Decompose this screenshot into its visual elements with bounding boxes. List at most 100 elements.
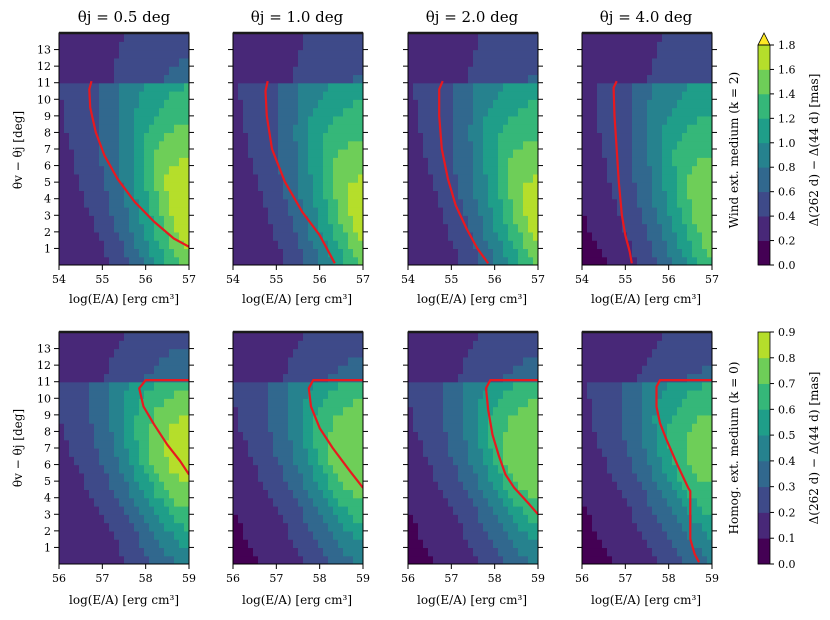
colorbar-segment <box>758 167 770 193</box>
colorbar-segment <box>758 409 770 436</box>
y-tick-label: 2 <box>44 226 51 239</box>
x-tick-label: 59 <box>705 572 719 585</box>
x-tick-label: 58 <box>313 572 327 585</box>
colorbar-tick-label: 1.8 <box>778 39 796 52</box>
colorbar-top: 0.0 0.2 0.4 0.6 0.8 1.0 1.2 1.4 1.6 1.8 <box>757 32 796 272</box>
contour-line <box>88 80 189 248</box>
heatmap-cells <box>59 332 189 564</box>
contour-line <box>438 80 490 264</box>
y-tick-label: 5 <box>44 475 51 488</box>
colorbar-tick-label: 0.1 <box>778 532 796 545</box>
colorbar-tick-label: 0.5 <box>778 429 796 442</box>
panel-bottom-3: 56 57 58 59 <box>401 330 545 585</box>
colorbar-tick-label: 0.4 <box>778 210 796 223</box>
x-tick-label: 54 <box>226 273 240 286</box>
x-tick-label: 56 <box>139 273 153 286</box>
x-axis-label-top-1: log(E/A) [erg cm³] <box>69 292 179 306</box>
x-tick-label: 56 <box>313 273 327 286</box>
y-axis-label-bottom: θv − θj [deg] <box>11 409 25 487</box>
y-tick-label: 11 <box>37 77 51 90</box>
y-tick-label: 4 <box>44 492 51 505</box>
x-tick-label: 57 <box>269 572 283 585</box>
colorbar-frame <box>757 44 771 266</box>
colorbar-segment <box>758 357 770 384</box>
column-title-1: θj = 0.5 deg <box>78 8 171 26</box>
x-tick-label: 57 <box>531 273 545 286</box>
colorbar-tick-label: 1.6 <box>778 63 796 76</box>
x-axis-label-bottom-3: log(E/A) [erg cm³] <box>417 593 527 607</box>
panel-top-2: 54 55 56 57 <box>226 31 370 286</box>
x-tick-label: 59 <box>182 572 196 585</box>
x-tick-label: 55 <box>444 273 458 286</box>
x-axis-label-bottom-4: log(E/A) [erg cm³] <box>591 593 701 607</box>
y-tick-label: 12 <box>37 60 51 73</box>
colorbar-segment <box>758 460 770 488</box>
x-tick-label: 58 <box>488 572 502 585</box>
colorbar-frame <box>757 331 771 565</box>
x-tick-label: 54 <box>401 273 415 286</box>
column-title-4: θj = 4.0 deg <box>600 8 693 26</box>
colorbar-tick-label: 0.4 <box>778 455 796 468</box>
x-tick-label: 57 <box>705 273 719 286</box>
x-tick-label: 54 <box>52 273 66 286</box>
y-tick-label: 9 <box>44 409 51 422</box>
colorbar-tick-label: 0.8 <box>778 352 796 365</box>
colorbar-segment <box>758 142 770 168</box>
y-tick-label: 13 <box>37 343 51 356</box>
colorbar-label-top: Δ(262 d) − Δ(44 d) [mas] <box>807 74 821 227</box>
heatmap-cells <box>408 33 538 265</box>
x-tick-label: 59 <box>356 572 370 585</box>
colorbar-segment <box>758 383 770 410</box>
y-tick-label: 11 <box>37 376 51 389</box>
colorbar-tick-label: 0.6 <box>778 403 796 416</box>
x-tick-label: 56 <box>52 572 66 585</box>
panel-bottom-4: 56 57 58 59 <box>575 330 719 585</box>
heatmap-cells <box>233 33 363 265</box>
column-title-3: θj = 2.0 deg <box>426 8 519 26</box>
contour-line <box>138 379 189 476</box>
panel-top-3: 54 55 56 57 <box>401 31 545 286</box>
heatmap-cells <box>59 33 189 265</box>
x-axis-label-top-3: log(E/A) [erg cm³] <box>417 292 527 306</box>
y-tick-label: 8 <box>44 425 51 438</box>
x-tick-label: 55 <box>269 273 283 286</box>
colorbar-tick-label: 0.8 <box>778 161 796 174</box>
y-tick-label: 3 <box>44 508 51 521</box>
x-tick-label: 57 <box>356 273 370 286</box>
x-axis-label-top-2: log(E/A) [erg cm³] <box>242 292 352 306</box>
y-tick-label: 10 <box>37 93 51 106</box>
x-tick-label: 58 <box>662 572 676 585</box>
y-tick-label: 12 <box>37 359 51 372</box>
x-tick-label: 55 <box>95 273 109 286</box>
colorbar-tick-label: 0.0 <box>778 259 796 272</box>
y-tick-label: 6 <box>44 160 51 173</box>
row-label-top: Wind ext. medium (k = 2) <box>727 72 741 228</box>
y-tick-label: 3 <box>44 209 51 222</box>
y-tick-label: 8 <box>44 126 51 139</box>
y-tick-label: 1 <box>44 242 51 255</box>
y-tick-label: 5 <box>44 176 51 189</box>
colorbar-segment <box>758 216 770 241</box>
x-tick-label: 54 <box>575 273 589 286</box>
x-tick-label: 56 <box>226 572 240 585</box>
colorbars: 0.00.20.40.60.81.01.21.41.61.80.00.10.20… <box>757 32 796 571</box>
colorbar-tick-label: 0.9 <box>778 326 796 339</box>
x-axis-label-top-4: log(E/A) [erg cm³] <box>591 292 701 306</box>
x-axis-label-bottom-1: log(E/A) [erg cm³] <box>69 593 179 607</box>
x-tick-label: 59 <box>531 572 545 585</box>
x-tick-label: 57 <box>182 273 196 286</box>
colorbar-tick-label: 0.2 <box>778 235 796 248</box>
contour-line <box>612 80 633 264</box>
colorbar-label-bottom: Δ(262 d) − Δ(44 d) [mas] <box>807 372 821 525</box>
y-tick-label: 1 <box>44 541 51 554</box>
colorbar-tick-label: 0.3 <box>778 481 796 494</box>
colorbar-tick-label: 0.6 <box>778 186 796 199</box>
contour-line <box>264 80 336 264</box>
colorbar-bottom: 0.0 0.1 0.2 0.3 0.4 0.5 0.6 0.7 0.8 0.9 <box>757 326 796 571</box>
colorbar-segment <box>758 118 770 144</box>
y-axis-label-top: θv − θj [deg] <box>11 111 25 189</box>
x-tick-label: 58 <box>139 572 153 585</box>
x-tick-label: 56 <box>662 273 676 286</box>
